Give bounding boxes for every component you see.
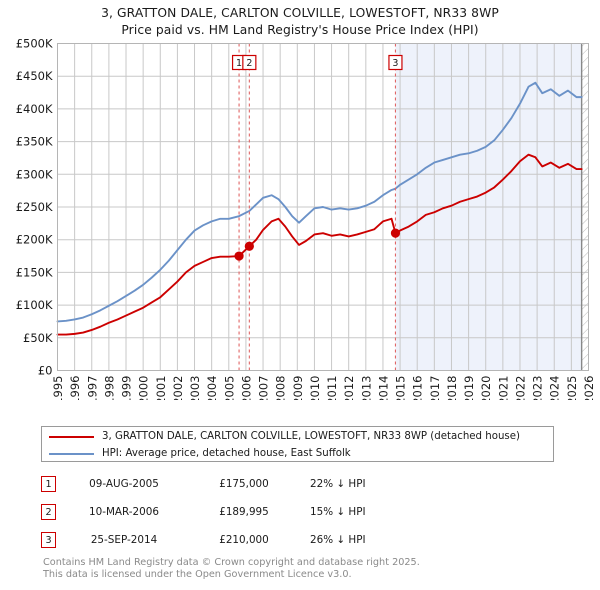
price-history-chart: £0 £50K £100K £150K £200K £250K £300K £350K £400… (16, 37, 596, 401)
svg-text:2015: 2015 (394, 376, 408, 401)
svg-text:2014: 2014 (376, 376, 390, 401)
svg-text:2013: 2013 (359, 376, 373, 401)
svg-text:2004: 2004 (205, 376, 219, 401)
sale-date: 25-SEP-2014 (90, 534, 158, 546)
legend-label-hpi: HPI: Average price, detached house, East… (102, 448, 351, 459)
legend-item-hpi: HPI: Average price, detached house, East… (42, 445, 553, 462)
svg-text:1999: 1999 (120, 376, 134, 401)
svg-text:2020: 2020 (479, 376, 493, 401)
svg-text:£350K: £350K (16, 135, 53, 149)
footer-line-1: Contains HM Land Registry data © Crown c… (43, 557, 420, 568)
svg-text:£150K: £150K (16, 265, 53, 279)
legend-swatch-property (49, 435, 94, 438)
sale-price: £189,995 (219, 506, 269, 518)
svg-text:1998: 1998 (102, 376, 116, 401)
sale-hpi-delta: 26% ↓ HPI (310, 534, 366, 546)
sale-date: 10-MAR-2006 (88, 506, 160, 518)
footer-line-2: This data is licensed under the Open Gov… (43, 568, 352, 580)
svg-text:2: 2 (246, 58, 252, 69)
sale-index-badge: 3 (41, 532, 56, 548)
sale-point-markers (234, 228, 401, 261)
legend-swatch-hpi (49, 452, 94, 455)
svg-text:£200K: £200K (16, 233, 53, 247)
svg-text:1: 1 (236, 58, 242, 69)
chart-title-block: 3, GRATTON DALE, CARLTON COLVILLE, LOWES… (0, 0, 600, 39)
svg-text:2021: 2021 (496, 376, 510, 401)
svg-text:1995: 1995 (51, 376, 65, 401)
svg-text:£400K: £400K (16, 102, 53, 116)
svg-text:3: 3 (392, 58, 398, 69)
svg-text:2001: 2001 (154, 376, 168, 401)
sales-history-table: 1 09-AUG-2005 £175,000 22% ↓ HPI 2 10-MA… (41, 470, 561, 554)
legend-label-property: 3, GRATTON DALE, CARLTON COLVILLE, LOWES… (102, 431, 520, 442)
y-axis-labels: £0 £50K £100K £150K £200K £250K £300K £350K £400… (16, 37, 53, 378)
svg-text:2008: 2008 (274, 376, 288, 401)
svg-text:2006: 2006 (239, 376, 253, 401)
svg-text:2025: 2025 (565, 376, 579, 401)
svg-text:2026: 2026 (582, 376, 596, 401)
svg-text:2012: 2012 (342, 376, 356, 401)
svg-text:£300K: £300K (16, 167, 53, 181)
svg-text:2005: 2005 (222, 376, 236, 401)
copyright-footer: Contains HM Land Registry data © Crown c… (43, 557, 583, 580)
svg-text:£500K: £500K (16, 37, 53, 51)
svg-text:£0: £0 (38, 364, 53, 378)
svg-text:2003: 2003 (188, 376, 202, 401)
sale-hpi-delta: 22% ↓ HPI (310, 478, 366, 490)
sale-index-badge: 1 (41, 476, 56, 492)
plot-border (57, 43, 589, 371)
table-row[interactable]: 3 25-SEP-2014 £210,000 26% ↓ HPI (41, 526, 561, 554)
sale-price: £210,000 (219, 534, 269, 546)
sale-hpi-delta: 15% ↓ HPI (310, 506, 366, 518)
svg-text:2022: 2022 (513, 376, 527, 401)
legend-item-property: 3, GRATTON DALE, CARLTON COLVILLE, LOWES… (42, 428, 553, 445)
svg-text:2010: 2010 (308, 376, 322, 401)
svg-text:2009: 2009 (291, 376, 305, 401)
svg-text:2024: 2024 (548, 376, 562, 401)
svg-text:1996: 1996 (68, 376, 82, 401)
svg-text:£250K: £250K (16, 200, 53, 214)
sale-index-badge: 2 (41, 504, 56, 520)
svg-text:1997: 1997 (85, 376, 99, 401)
svg-text:2007: 2007 (257, 376, 271, 401)
svg-text:2016: 2016 (411, 376, 425, 401)
sale-date: 09-AUG-2005 (89, 478, 159, 490)
svg-text:2017: 2017 (428, 376, 442, 401)
svg-text:£50K: £50K (23, 331, 53, 345)
chart-series-lines (56, 81, 583, 336)
svg-text:£100K: £100K (16, 298, 53, 312)
chart-legend: 3, GRATTON DALE, CARLTON COLVILLE, LOWES… (41, 426, 554, 462)
table-row[interactable]: 1 09-AUG-2005 £175,000 22% ↓ HPI (41, 470, 561, 498)
svg-text:2018: 2018 (445, 376, 459, 401)
sale-marker-vertical-lines (238, 43, 397, 371)
svg-text:2002: 2002 (171, 376, 185, 401)
hatched-region (580, 43, 589, 371)
sale-price: £175,000 (219, 478, 269, 490)
x-axis-labels: 1995 1996 1997 1998 1999 2000 2001 2002 2003 2004… (51, 376, 596, 401)
svg-text:2023: 2023 (531, 376, 545, 401)
svg-text:£450K: £450K (16, 69, 53, 83)
chart-plot-area: £0 £50K £100K £150K £200K £250K £300K £350K £400… (16, 37, 596, 401)
chart-gridlines (57, 43, 589, 371)
page-title: 3, GRATTON DALE, CARLTON COLVILLE, LOWES… (101, 6, 499, 20)
page-subtitle: Price paid vs. HM Land Registry's House … (121, 23, 479, 37)
svg-text:2019: 2019 (462, 376, 476, 401)
table-row[interactable]: 2 10-MAR-2006 £189,995 15% ↓ HPI (41, 498, 561, 526)
svg-text:2000: 2000 (137, 376, 151, 401)
svg-text:2011: 2011 (325, 376, 339, 401)
